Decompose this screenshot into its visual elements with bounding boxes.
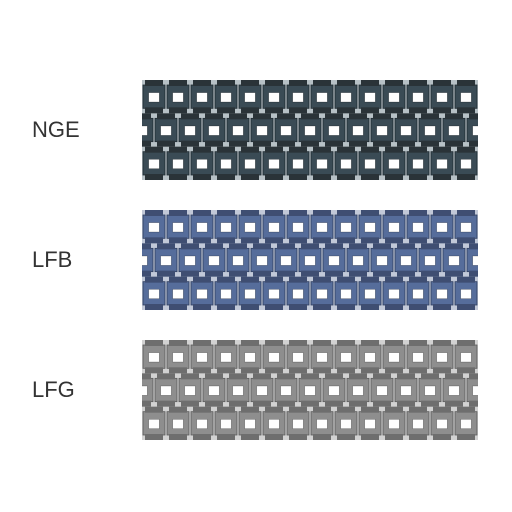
swatch-lfb	[142, 210, 478, 310]
swatch-nge	[142, 80, 478, 180]
swatch-lfg	[142, 340, 478, 440]
swatch-list: NGE LFB LFG	[0, 80, 512, 440]
swatch-label-nge: NGE	[0, 117, 132, 143]
list-item: NGE	[0, 80, 512, 180]
swatch-label-lfg: LFG	[0, 377, 132, 403]
list-item: LFB	[0, 210, 512, 310]
swatch-label-lfb: LFB	[0, 247, 132, 273]
list-item: LFG	[0, 340, 512, 440]
